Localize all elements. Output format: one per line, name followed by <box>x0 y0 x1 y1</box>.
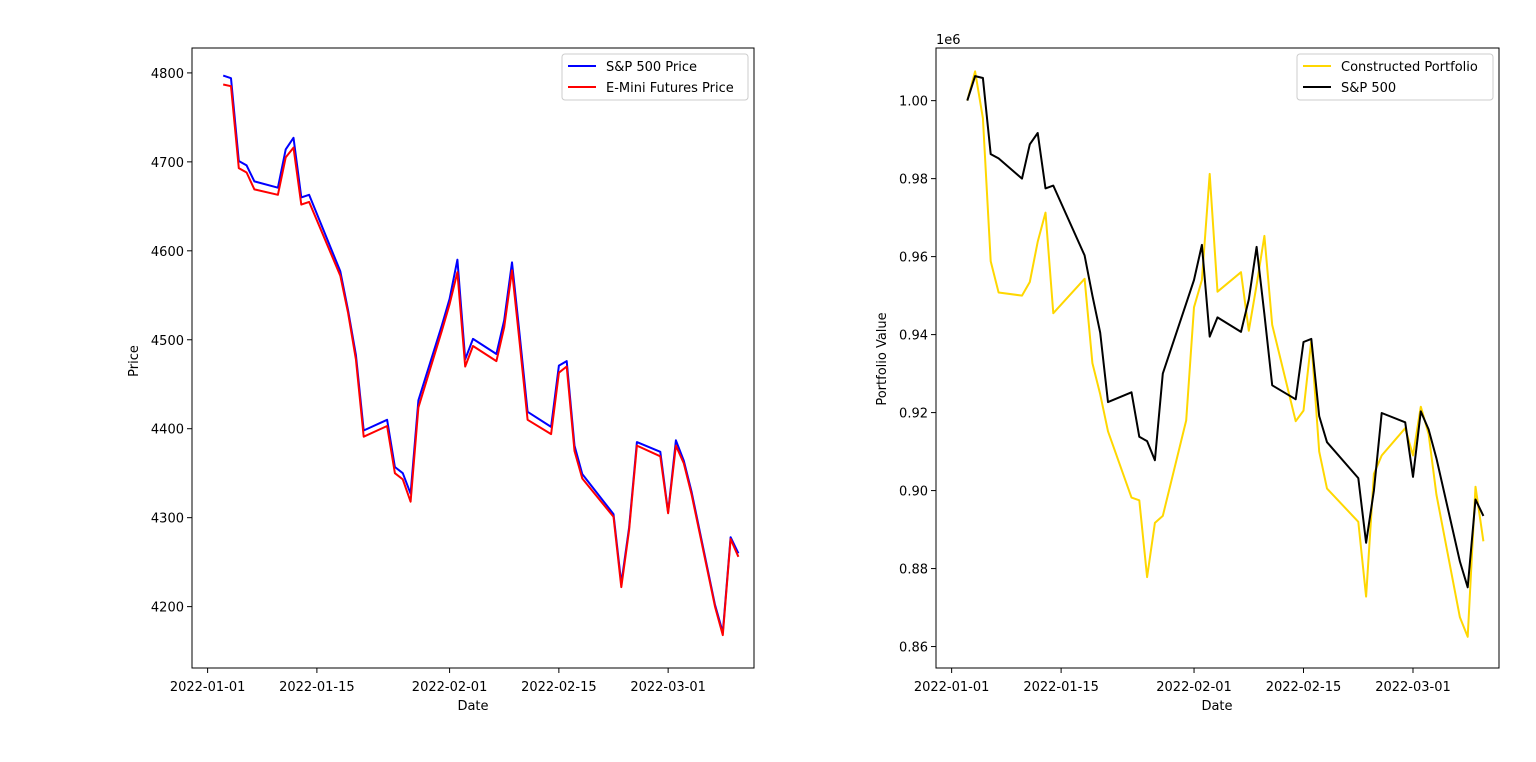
price-y-tick-label: 4700 <box>151 156 184 171</box>
price-legend-box <box>561 53 749 101</box>
price-series-layer <box>222 74 740 637</box>
price-chart-frame <box>191 47 755 669</box>
price-y-axis-label: Price <box>127 345 142 377</box>
price-y-tick-label: 4500 <box>151 334 184 349</box>
legend-label-constructed-portfolio: Constructed Portfolio <box>1341 60 1478 75</box>
portfolio-y-tick-label: 0.88 <box>899 563 928 578</box>
portfolio-y-axis-label: Portfolio Value <box>875 312 890 405</box>
portfolio-y-tick-label: 0.86 <box>899 641 928 656</box>
portfolio-series-sp-500 <box>966 75 1485 589</box>
legend-label-emini-futures-price: E-Mini Futures Price <box>606 81 734 96</box>
price-chart-panel: 2022-01-01 2022-01-15 2022-02-01 2022-02-15… <box>127 47 755 714</box>
portfolio-x-ticks: 2022-01-01 2022-01-15 2022-02-01 2022-02-15… <box>914 668 1451 695</box>
portfolio-x-tick-label: 2022-02-15 <box>1266 680 1342 695</box>
price-y-tick-label: 4600 <box>151 245 184 260</box>
portfolio-chart-frame <box>935 47 1500 669</box>
portfolio-y-offset-label: 1e6 <box>936 33 961 48</box>
price-legend: S&P 500 Price E-Mini Futures Price <box>561 53 749 101</box>
portfolio-x-tick-label: 2022-03-01 <box>1375 680 1451 695</box>
portfolio-y-ticks: 0.86 0.88 0.90 0.92 0.94 0.96 0.98 1.00 <box>899 95 936 656</box>
portfolio-y-tick-label: 0.98 <box>899 173 928 188</box>
price-y-tick-label: 4800 <box>151 67 184 82</box>
portfolio-x-tick-label: 2022-01-15 <box>1023 680 1099 695</box>
legend-label-sp500-price: S&P 500 Price <box>606 60 697 75</box>
portfolio-chart-panel: 2022-01-01 2022-01-15 2022-02-01 2022-02-15… <box>875 33 1500 714</box>
price-x-tick-label: 2022-01-01 <box>170 680 246 695</box>
price-x-axis-label: Date <box>457 699 488 714</box>
portfolio-y-tick-label: 0.96 <box>899 251 928 266</box>
price-x-tick-label: 2022-01-15 <box>279 680 355 695</box>
legend-label-sp500: S&P 500 <box>1341 81 1396 96</box>
portfolio-legend: Constructed Portfolio S&P 500 <box>1296 53 1494 101</box>
portfolio-legend-box <box>1296 53 1494 101</box>
portfolio-y-tick-label: 0.94 <box>899 329 928 344</box>
price-x-tick-label: 2022-02-15 <box>521 680 597 695</box>
portfolio-y-tick-label: 0.90 <box>899 485 928 500</box>
portfolio-x-tick-label: 2022-02-01 <box>1156 680 1232 695</box>
price-x-tick-label: 2022-03-01 <box>630 680 706 695</box>
price-y-ticks: 4200 4300 4400 4500 4600 4700 4800 <box>151 67 192 616</box>
portfolio-series-layer <box>966 70 1485 638</box>
portfolio-y-tick-label: 0.92 <box>899 407 928 422</box>
portfolio-x-axis-label: Date <box>1201 699 1232 714</box>
price-y-tick-label: 4300 <box>151 512 184 527</box>
price-y-tick-label: 4200 <box>151 601 184 616</box>
price-y-tick-label: 4400 <box>151 423 184 438</box>
price-series-e-mini-futures-price <box>222 83 740 637</box>
price-x-tick-label: 2022-02-01 <box>412 680 488 695</box>
portfolio-x-tick-label: 2022-01-01 <box>914 680 990 695</box>
price-x-ticks: 2022-01-01 2022-01-15 2022-02-01 2022-02-15… <box>170 668 706 695</box>
portfolio-y-tick-label: 1.00 <box>899 95 928 110</box>
